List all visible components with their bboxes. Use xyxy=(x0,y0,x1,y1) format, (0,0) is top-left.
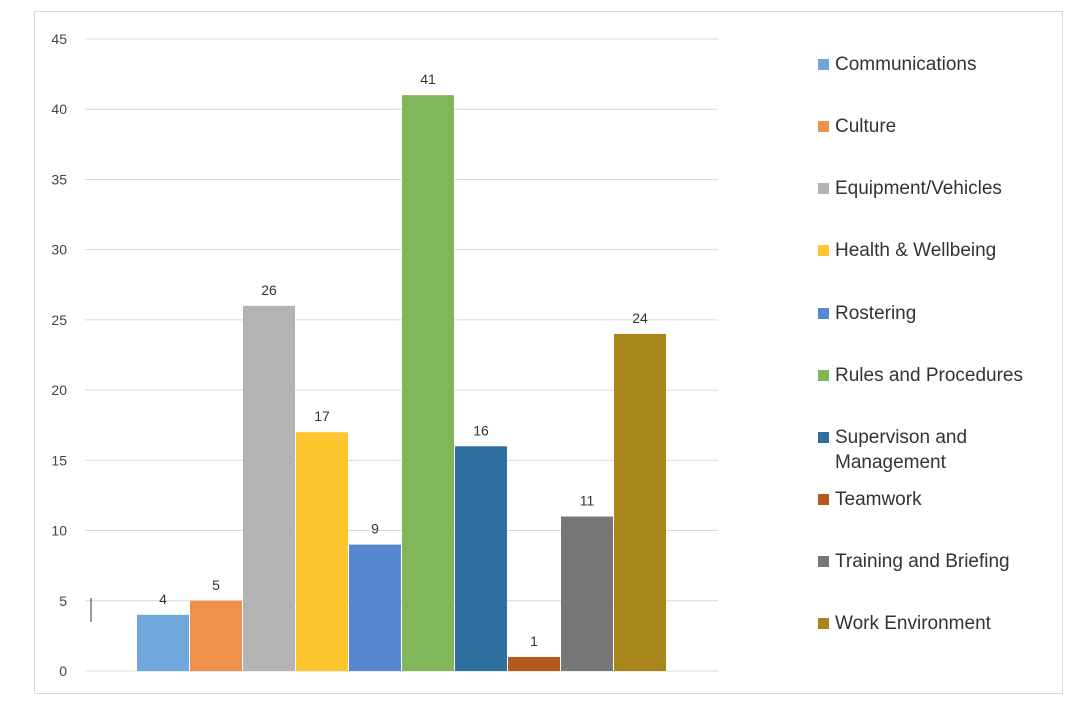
y-axis-tick-labels: 0 5 10 15 20 25 30 35 40 45 xyxy=(51,31,67,679)
data-label: 5 xyxy=(212,577,220,593)
legend-label: Communications xyxy=(835,54,977,75)
y-tick-label: 10 xyxy=(51,523,67,539)
data-label: 9 xyxy=(371,521,379,537)
data-label: 11 xyxy=(580,493,595,509)
legend-label: Training and Briefing xyxy=(835,551,1010,572)
bar-rules-and-procedures xyxy=(402,95,454,671)
bar-culture xyxy=(190,600,242,671)
legend-item: Health & Wellbeing xyxy=(818,238,1035,263)
legend-label: Equipment/Vehicles xyxy=(835,178,1002,199)
legend-swatch xyxy=(818,245,829,256)
legend-item: Communications xyxy=(818,52,1035,77)
legend-swatch xyxy=(818,432,829,443)
bar-equipment-vehicles xyxy=(243,305,295,671)
chart-frame xyxy=(34,11,1063,694)
legend-item: Culture xyxy=(818,114,1035,139)
y-tick-label: 5 xyxy=(59,593,67,609)
legend-swatch xyxy=(818,308,829,319)
y-tick-label: 20 xyxy=(51,382,67,398)
legend-item: Training and Briefing xyxy=(818,549,1035,574)
legend-item: Teamwork xyxy=(818,487,1035,512)
legend-item: Rostering xyxy=(818,301,1035,326)
legend-label: Work Environment xyxy=(835,613,991,634)
y-tick-label: 40 xyxy=(51,101,67,117)
y-tick-label: 15 xyxy=(51,452,67,468)
data-label: 26 xyxy=(261,282,277,298)
data-label: 41 xyxy=(420,71,436,87)
legend-swatch xyxy=(818,59,829,70)
legend-label: Culture xyxy=(835,116,897,137)
data-label: 17 xyxy=(314,408,330,424)
data-label: 1 xyxy=(530,633,538,649)
data-label: 16 xyxy=(473,422,489,438)
bar-health-wellbeing xyxy=(296,432,348,671)
legend-swatch xyxy=(818,121,829,132)
data-label: 24 xyxy=(632,310,648,326)
bar-training-and-briefing xyxy=(561,516,613,671)
legend-item: Rules and Procedures xyxy=(818,363,1035,388)
bar-rostering xyxy=(349,544,401,671)
bar-communications xyxy=(137,614,189,671)
legend-item: Equipment/Vehicles xyxy=(818,176,1035,201)
bar-supervison-and-management xyxy=(455,446,507,671)
y-tick-label: 25 xyxy=(51,312,67,328)
bar-teamwork xyxy=(508,656,560,671)
legend-label: Rostering xyxy=(835,303,917,324)
y-tick-label: 35 xyxy=(51,171,67,187)
legend-swatch xyxy=(818,494,829,505)
legend-item: Supervison and Management xyxy=(818,425,1035,475)
legend-swatch xyxy=(818,556,829,567)
y-tick-label: 0 xyxy=(59,663,67,679)
legend-item: Work Environment xyxy=(818,611,1035,636)
y-tick-label: 30 xyxy=(51,242,67,258)
bars xyxy=(137,95,666,671)
data-label: 4 xyxy=(159,591,167,607)
legend-label: Supervison and Management xyxy=(835,427,968,473)
y-tick-label: 45 xyxy=(51,31,67,47)
legend-label: Teamwork xyxy=(835,489,922,510)
bar-work-environment xyxy=(614,333,666,671)
legend-label: Rules and Procedures xyxy=(835,365,1023,386)
legend-swatch xyxy=(818,183,829,194)
legend-swatch xyxy=(818,370,829,381)
legend-label: Health & Wellbeing xyxy=(835,240,997,261)
legend-swatch xyxy=(818,618,829,629)
